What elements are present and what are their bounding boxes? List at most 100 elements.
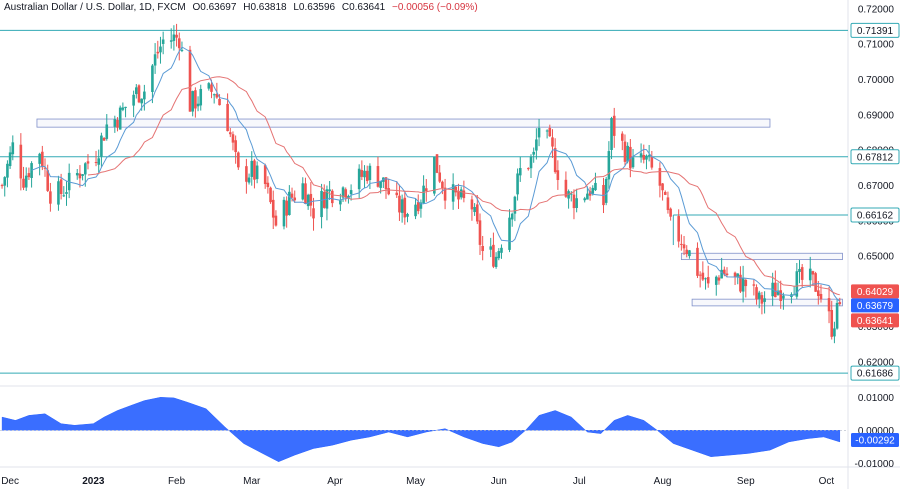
- candle-body: [416, 202, 420, 212]
- candle-body: [548, 127, 552, 137]
- candle-body: [639, 153, 643, 158]
- time-tick-label: Sep: [737, 476, 755, 487]
- candle-body: [489, 246, 493, 250]
- candle-body: [132, 94, 135, 106]
- candle-body: [255, 165, 259, 180]
- price-tag: [851, 284, 899, 299]
- candle-body: [424, 188, 428, 191]
- candle-body: [798, 268, 801, 272]
- time-tick-label: Apr: [327, 476, 343, 487]
- candle-body: [3, 177, 7, 186]
- candle-body: [701, 272, 705, 280]
- candle-body: [395, 192, 399, 196]
- candle-body: [733, 272, 737, 278]
- open-value: O0.63697: [192, 2, 237, 13]
- zone-rectangle[interactable]: [691, 298, 843, 307]
- candle-body: [24, 175, 28, 188]
- candle-body: [49, 191, 52, 204]
- candle-body: [443, 187, 447, 201]
- time-tick-label: Aug: [654, 476, 672, 487]
- time-tick-label: May: [406, 476, 425, 487]
- candle-body: [500, 247, 503, 253]
- candle-body: [717, 277, 721, 281]
- candle-body: [365, 170, 369, 182]
- candle-body: [226, 103, 229, 132]
- candle-body: [470, 199, 474, 210]
- candle-body: [288, 191, 291, 216]
- oscillator-layer: [0, 397, 848, 462]
- oscillator-value-tag: [851, 432, 899, 447]
- candle-body: [795, 271, 799, 297]
- price-axis-layer: 0.720000.710000.700000.690000.680000.670…: [855, 4, 895, 470]
- candle-body: [234, 140, 237, 153]
- candle-body: [441, 181, 444, 188]
- candle-body: [594, 182, 597, 191]
- candle-body: [591, 187, 595, 194]
- candle-body: [666, 197, 670, 211]
- price-tick-label: 0.65000: [858, 252, 895, 263]
- level-tag: [850, 365, 900, 381]
- level-tag-label: 0.67812: [857, 152, 894, 163]
- candle-body: [763, 298, 766, 302]
- candle-body: [779, 290, 783, 301]
- candle-body: [537, 127, 541, 138]
- candle-body: [153, 54, 157, 66]
- price-tick-label: 0.69000: [858, 110, 895, 121]
- candle-body: [658, 168, 662, 186]
- candle-body: [720, 269, 723, 279]
- candle-body: [347, 195, 350, 199]
- candle-body: [207, 83, 211, 89]
- candle-body: [704, 278, 707, 280]
- candle-body: [645, 155, 648, 160]
- candle-body: [78, 173, 82, 179]
- oscillator-area: [1, 397, 841, 462]
- time-axis-layer: Dec 2023 Feb Mar Apr May Jun Jul Aug Sep Oct: [1, 476, 834, 487]
- candle-body: [331, 190, 334, 204]
- candle-body: [513, 196, 517, 214]
- candle-body: [510, 213, 514, 220]
- candle-body: [620, 133, 624, 141]
- candle-body: [808, 268, 812, 281]
- candle-body: [814, 273, 817, 292]
- candle-body: [46, 170, 50, 191]
- candle-body: [642, 154, 646, 160]
- candle-body: [121, 107, 125, 110]
- candle-body: [159, 46, 162, 53]
- candle-body: [116, 119, 119, 128]
- candle-body: [250, 160, 254, 177]
- price-tag: [851, 298, 899, 313]
- candle-body: [760, 295, 764, 304]
- candle-body: [838, 302, 842, 305]
- candle-body: [247, 177, 251, 183]
- candle-body: [172, 34, 176, 41]
- zone-rectangle[interactable]: [680, 252, 843, 261]
- time-tick-label: Feb: [168, 476, 186, 487]
- candle-body: [811, 271, 815, 275]
- candle-body: [161, 39, 165, 44]
- candle-body: [583, 198, 587, 201]
- price-tag-label: 0.63679: [857, 301, 894, 312]
- candle-body: [274, 215, 278, 226]
- zones-layer: [36, 118, 843, 307]
- candle-body: [228, 132, 232, 135]
- candle-body: [835, 302, 839, 329]
- candle-body: [400, 199, 404, 213]
- zone-rectangle[interactable]: [36, 118, 771, 128]
- candle-body: [266, 182, 270, 188]
- candle-body: [739, 274, 742, 292]
- time-tick-label: Dec: [1, 476, 19, 487]
- high-value: H0.63818: [243, 2, 287, 13]
- candle-body: [714, 276, 718, 285]
- candle-body: [457, 191, 460, 200]
- price-tick-label: 0.70000: [858, 75, 895, 86]
- symbol-name: Australian Dollar / U.S. Dollar, 1D, FXC…: [4, 2, 186, 13]
- level-tag: [850, 22, 900, 38]
- oscillator-tick-label: -0.01000: [855, 459, 895, 470]
- candle-body: [800, 267, 804, 280]
- candle-body: [320, 190, 323, 218]
- candle-body: [6, 163, 9, 178]
- price-tick-label: 0.62000: [858, 358, 895, 369]
- candle-body: [0, 185, 4, 187]
